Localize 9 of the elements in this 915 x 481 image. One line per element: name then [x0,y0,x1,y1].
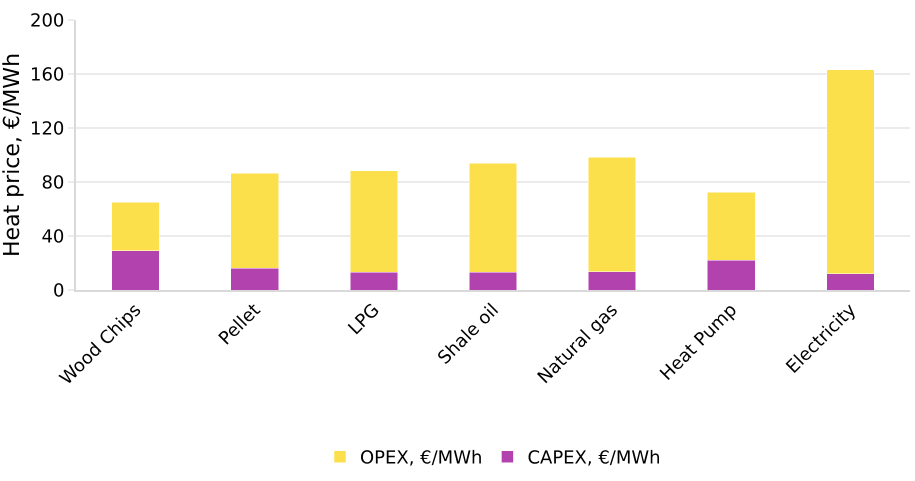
y-tick-label: 200 [30,10,64,32]
legend-label: OPEX, €/MWh [360,448,482,469]
legend-label: CAPEX, €/MWh [527,448,661,469]
y-tick-label: 40 [41,226,64,248]
y-axis-title: Heat price, €/MWh [0,52,25,258]
y-tick-label: 0 [52,280,64,302]
y-tick-label: 80 [41,172,64,194]
y-tick-label: 160 [30,64,64,86]
y-tick-label: 120 [30,118,64,140]
